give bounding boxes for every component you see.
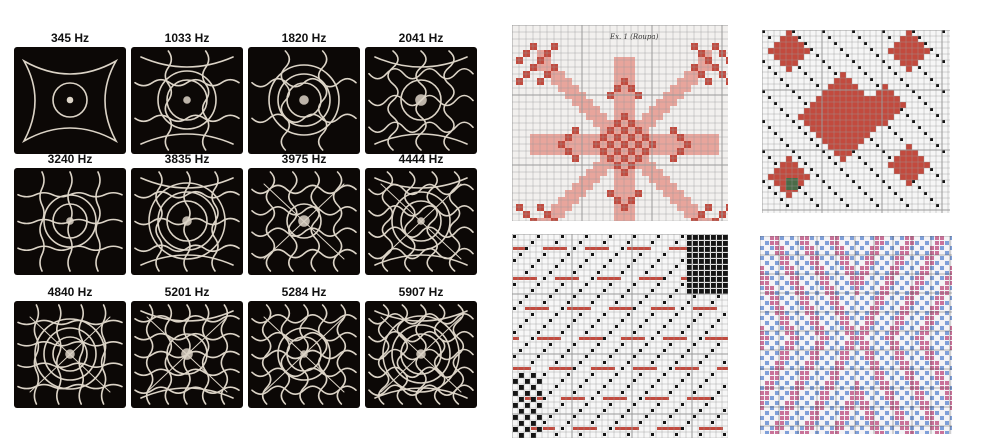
- chladni-cell: 3975 Hz: [248, 151, 360, 275]
- frequency-label: 345 Hz: [50, 31, 90, 45]
- frequency-label: 3835 Hz: [164, 152, 210, 166]
- frequency-label: 1033 Hz: [164, 31, 210, 45]
- frequency-label: 1820 Hz: [281, 31, 327, 45]
- chladni-cell: 5201 Hz: [131, 284, 243, 408]
- pattern-photo-top-right: [762, 30, 950, 213]
- frequency-label: 5907 Hz: [398, 285, 444, 299]
- chladni-cell: 5907 Hz: [365, 284, 477, 408]
- red-star-cross-stitch-chart: [512, 25, 728, 221]
- chladni-plate-image: [365, 168, 477, 275]
- nodal-line-pattern: [21, 58, 119, 144]
- frequency-label: 5201 Hz: [164, 285, 210, 299]
- chladni-plate-image: [365, 47, 477, 154]
- nodal-line-pattern: [251, 50, 357, 151]
- frequency-label: 4840 Hz: [47, 285, 93, 299]
- chladni-plate-image: [14, 168, 126, 275]
- chladni-cell: 5284 Hz: [248, 284, 360, 408]
- nodal-line-pattern: [368, 171, 474, 272]
- chladni-figure: 345 Hz 1033 Hz 1820 Hz 2041 Hz 3240 Hz 3835 H…: [14, 30, 477, 408]
- chladni-cell: 1820 Hz: [248, 30, 360, 154]
- nodal-line-pattern: [134, 171, 240, 272]
- nodal-line-pattern: [251, 304, 357, 405]
- chladni-cell: 345 Hz: [14, 30, 126, 154]
- chladni-plate-image: [248, 301, 360, 408]
- chladni-plate-image: [248, 168, 360, 275]
- nodal-line-pattern: [251, 171, 357, 272]
- pattern-caption: Ex. 1 (Roupa): [610, 33, 659, 41]
- chladni-cell: 1033 Hz: [131, 30, 243, 154]
- nodal-line-pattern: [17, 171, 123, 272]
- frequency-label: 3975 Hz: [281, 152, 327, 166]
- chladni-cell: 2041 Hz: [365, 30, 477, 154]
- blue-pink-chevron-chart: [760, 236, 952, 434]
- frequency-label: 3240 Hz: [47, 152, 93, 166]
- black-red-weave-chart: [512, 234, 728, 438]
- pattern-photo-top-left: Ex. 1 (Roupa): [512, 25, 728, 221]
- chladni-cell: 3240 Hz: [14, 151, 126, 275]
- pattern-photo-bottom-right: [760, 236, 952, 434]
- chladni-plate-image: [14, 47, 126, 154]
- frequency-label: 5284 Hz: [281, 285, 327, 299]
- red-diamond-cross-stitch-chart: [762, 30, 950, 213]
- nodal-line-pattern: [368, 304, 474, 405]
- nodal-line-pattern: [368, 50, 474, 151]
- chladni-cell: 4840 Hz: [14, 284, 126, 408]
- pattern-photo-bottom-left: [512, 234, 728, 438]
- chladni-plate-image: [131, 301, 243, 408]
- nodal-line-pattern: [134, 50, 240, 151]
- nodal-line-pattern: [134, 304, 240, 405]
- chladni-plate-image: [248, 47, 360, 154]
- chladni-plate-image: [131, 168, 243, 275]
- chladni-plate-image: [131, 47, 243, 154]
- nodal-line-pattern: [17, 304, 123, 405]
- chladni-plate-image: [14, 301, 126, 408]
- frequency-label: 2041 Hz: [398, 31, 444, 45]
- chladni-cell: 4444 Hz: [365, 151, 477, 275]
- chladni-cell: 3835 Hz: [131, 151, 243, 275]
- frequency-label: 4444 Hz: [398, 152, 444, 166]
- chladni-plate-image: [365, 301, 477, 408]
